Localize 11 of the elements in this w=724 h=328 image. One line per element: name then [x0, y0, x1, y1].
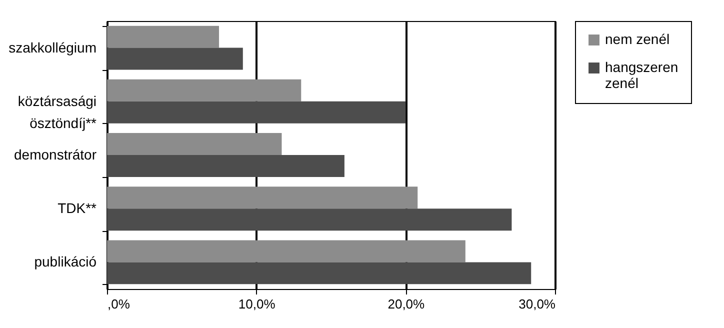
x-tick-label: 30,0% [518, 296, 556, 312]
x-tick-label: ,0% [108, 296, 130, 312]
y-tick-label: demonstrátor [14, 146, 97, 162]
y-tick-label: szakkollégium [8, 39, 96, 56]
legend-label: hangszeren zenél [605, 59, 678, 91]
y-tick-label: TDK** [58, 200, 98, 216]
y-tick-label: publikáció [34, 254, 97, 270]
x-tick-label: 20,0% [388, 296, 426, 312]
legend-label: nem zenél [605, 31, 670, 47]
y-tick-label: köztársasági ösztöndíj** [18, 92, 98, 131]
x-tick-label: 10,0% [238, 296, 276, 312]
